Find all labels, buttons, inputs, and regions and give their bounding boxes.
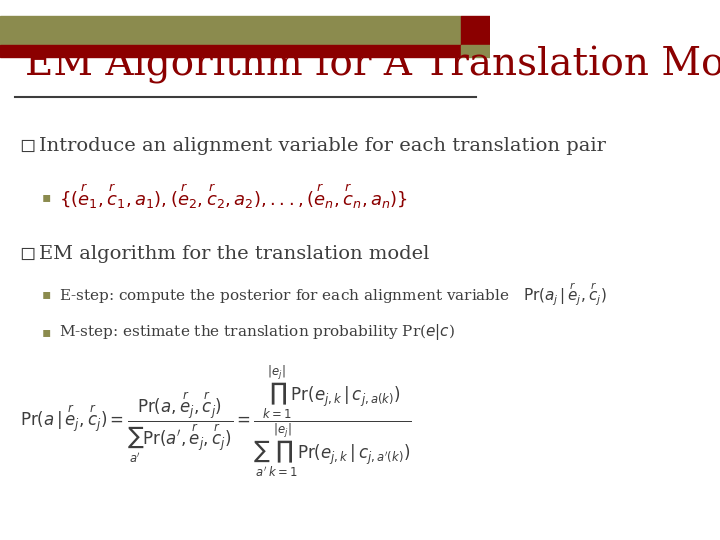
Text: ▪: ▪ bbox=[42, 287, 51, 301]
Bar bbox=[0, 16, 461, 46]
Text: ◻: ◻ bbox=[19, 136, 36, 156]
Text: EM algorithm for the translation model: EM algorithm for the translation model bbox=[39, 245, 430, 263]
Text: E-step: compute the posterior for each alignment variable   $\Pr(a_j\,|\,\overse: E-step: compute the posterior for each a… bbox=[59, 281, 607, 308]
Text: $\Pr(a\,|\,\overset{r}{e}_j,\overset{r}{c}_j) = \dfrac{\Pr(a,\overset{r}{e}_j,\o: $\Pr(a\,|\,\overset{r}{e}_j,\overset{r}{… bbox=[19, 363, 411, 479]
Bar bbox=[0, 45, 461, 57]
Text: M-step: estimate the translation probability Pr($e|c$): M-step: estimate the translation probabi… bbox=[59, 322, 455, 342]
Text: ◻: ◻ bbox=[19, 244, 36, 264]
Text: Introduce an alignment variable for each translation pair: Introduce an alignment variable for each… bbox=[39, 137, 606, 155]
Text: $\{(\overset{r}{e}_1,\overset{r}{c}_1,a_1),(\overset{r}{e}_2,\overset{r}{c}_2,a_: $\{(\overset{r}{e}_1,\overset{r}{c}_1,a_… bbox=[59, 183, 408, 211]
Bar bbox=[461, 45, 490, 57]
Text: ▪: ▪ bbox=[42, 325, 51, 339]
Text: ▪: ▪ bbox=[42, 190, 51, 204]
Bar bbox=[461, 16, 490, 46]
Text: EM Algorithm for A Translation Model: EM Algorithm for A Translation Model bbox=[24, 46, 720, 84]
